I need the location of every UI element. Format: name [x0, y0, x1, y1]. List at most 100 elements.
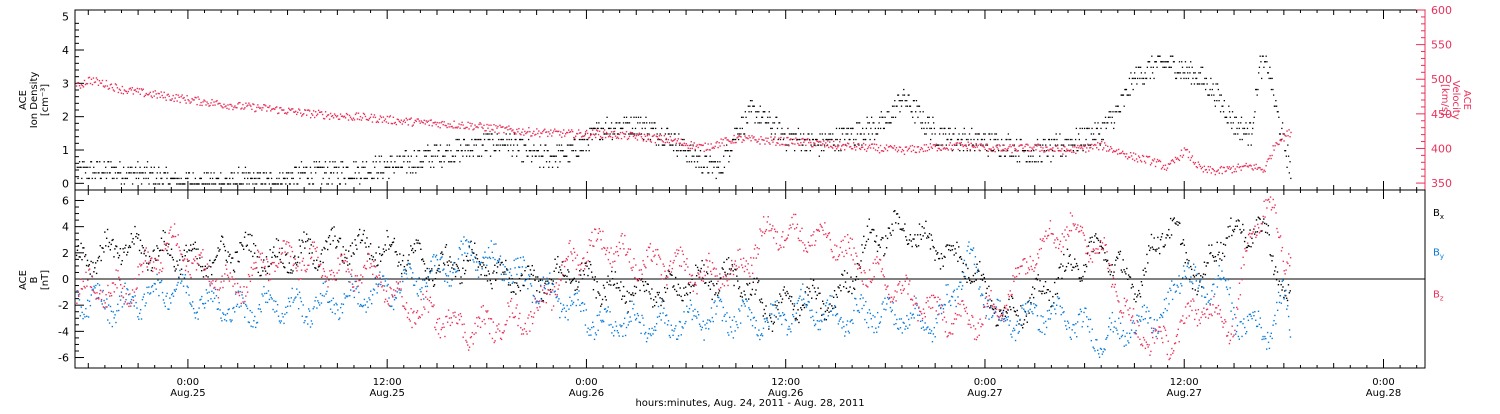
- density-point: [477, 156, 478, 157]
- b-point-by: [678, 335, 679, 336]
- velocity-point: [423, 122, 424, 123]
- b-point-bx: [543, 292, 544, 293]
- density-point: [355, 161, 356, 162]
- density-point: [580, 150, 581, 151]
- velocity-point: [354, 119, 355, 120]
- density-point: [695, 167, 696, 168]
- velocity-point: [1175, 157, 1176, 158]
- density-point: [804, 150, 805, 151]
- b-point-by: [113, 311, 114, 312]
- velocity-point: [510, 128, 511, 129]
- b-point-bx: [790, 300, 791, 301]
- density-point: [1016, 139, 1017, 140]
- b-point-bx: [321, 253, 322, 254]
- b-point-bx: [234, 271, 235, 272]
- b-point-by: [414, 285, 415, 286]
- density-point: [514, 133, 515, 134]
- b-point-bx: [644, 291, 645, 292]
- velocity-point: [99, 80, 100, 81]
- b-point-bx: [371, 255, 372, 256]
- b-point-by: [127, 289, 128, 290]
- b-point-by: [79, 299, 80, 300]
- density-point: [947, 139, 948, 140]
- velocity-point: [835, 146, 836, 147]
- velocity-point: [1263, 170, 1264, 171]
- density-point: [1074, 144, 1075, 145]
- density-point: [1200, 72, 1201, 73]
- b-point-by: [650, 333, 651, 334]
- b-point-bx: [1017, 315, 1018, 316]
- velocity-point: [1250, 165, 1251, 166]
- b-point-bx: [1281, 289, 1282, 290]
- b-point-bx: [150, 260, 151, 261]
- b-point-bx: [296, 264, 297, 265]
- density-point: [944, 128, 945, 129]
- density-point: [905, 106, 906, 107]
- velocity-point: [413, 124, 414, 125]
- b-point-bx: [140, 240, 141, 241]
- b-point-by: [706, 322, 707, 323]
- velocity-point: [276, 106, 277, 107]
- b-point-bx: [427, 268, 428, 269]
- density-point: [1138, 67, 1139, 68]
- density-point: [98, 172, 99, 173]
- velocity-point: [269, 105, 270, 106]
- density-point: [880, 128, 881, 129]
- b-point-by: [484, 251, 485, 252]
- b-point-by: [516, 274, 517, 275]
- density-point: [396, 167, 397, 168]
- b-point-by: [323, 283, 324, 284]
- b-point-bx: [338, 241, 339, 242]
- density-point: [354, 178, 355, 179]
- velocity-point: [429, 125, 430, 126]
- density-point: [450, 161, 451, 162]
- velocity-point: [664, 135, 665, 136]
- b-point-bx: [659, 297, 660, 298]
- velocity-point: [528, 127, 529, 128]
- density-point: [1216, 100, 1217, 101]
- b-point-bx: [83, 247, 84, 248]
- b-point-by: [568, 308, 569, 309]
- b-point-by: [148, 286, 149, 287]
- density-point: [679, 144, 680, 145]
- density-point: [417, 167, 418, 168]
- b-point-bx: [262, 270, 263, 271]
- velocity-point: [1207, 172, 1208, 173]
- density-point: [1219, 94, 1220, 95]
- b-point-by: [548, 282, 549, 283]
- b-point-bx: [152, 267, 153, 268]
- density-point: [206, 172, 207, 173]
- b-point-by: [224, 319, 225, 320]
- velocity-point: [1117, 153, 1118, 154]
- b-point-by: [313, 306, 314, 307]
- velocity-point: [303, 113, 304, 114]
- density-point: [830, 133, 831, 134]
- density-point: [924, 133, 925, 134]
- b-point-by: [605, 308, 606, 309]
- velocity-point: [1215, 174, 1216, 175]
- b-point-bx: [703, 264, 704, 265]
- b-point-bx: [652, 306, 653, 307]
- b-point-by: [466, 239, 467, 240]
- b-point-bx: [1143, 274, 1144, 275]
- velocity-point: [709, 149, 710, 150]
- density-point: [1133, 78, 1134, 79]
- b-point-by: [135, 302, 136, 303]
- density-point: [1288, 156, 1289, 157]
- b-point-by: [129, 303, 130, 304]
- b-point-bx: [1289, 292, 1290, 293]
- velocity-point: [278, 112, 279, 113]
- b-point-bx: [1027, 322, 1028, 323]
- b-point-bx: [827, 307, 828, 308]
- velocity-point: [1230, 169, 1231, 170]
- density-point: [1001, 139, 1002, 140]
- b-point-bx: [708, 285, 709, 286]
- density-point: [1078, 133, 1079, 134]
- velocity-point: [231, 105, 232, 106]
- velocity-point: [1098, 149, 1099, 150]
- velocity-point: [431, 119, 432, 120]
- velocity-point: [167, 94, 168, 95]
- b-point-by: [617, 330, 618, 331]
- density-point: [532, 156, 533, 157]
- density-point: [1027, 150, 1028, 151]
